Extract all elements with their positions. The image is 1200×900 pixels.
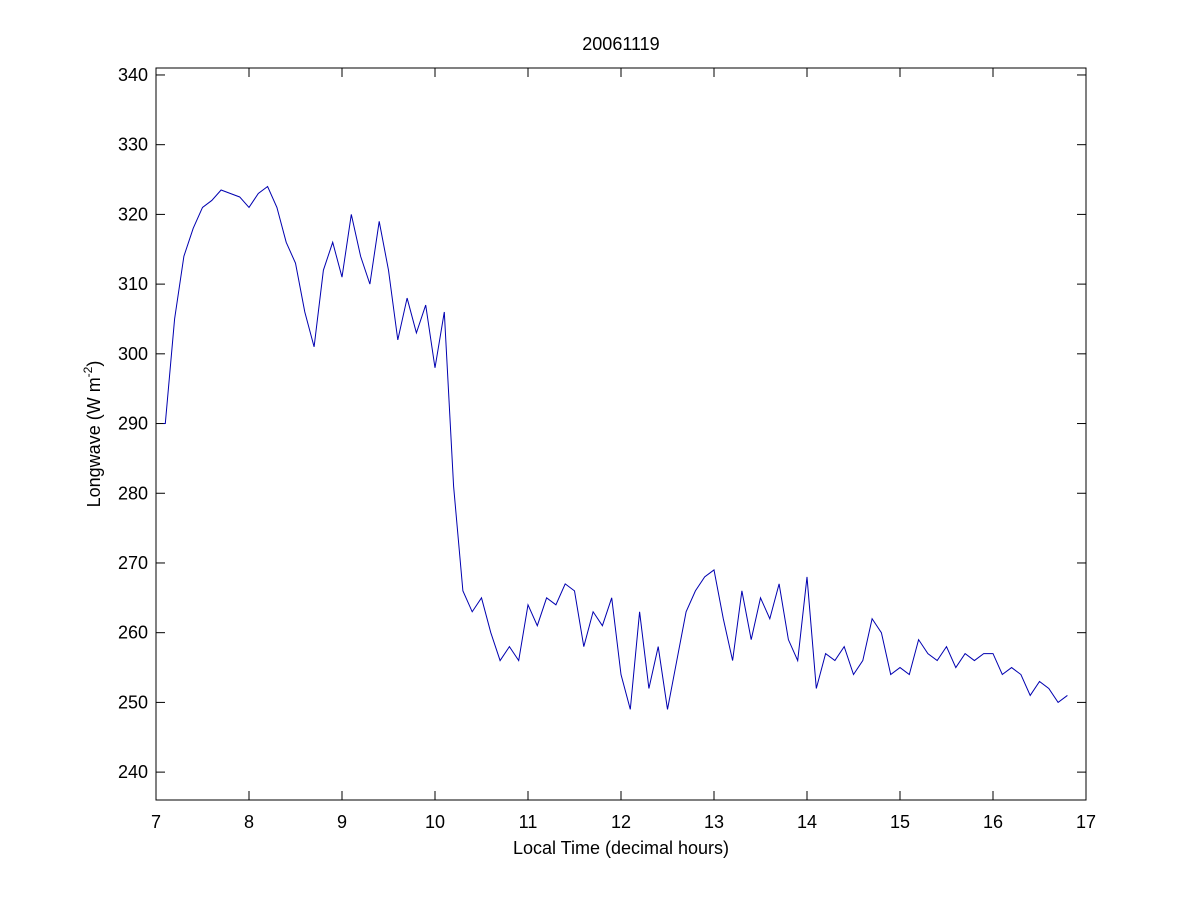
y-label-superscript: -2 [81,366,95,377]
y-tick-label: 260 [118,623,148,643]
x-tick-label: 13 [704,812,724,832]
y-tick-label: 320 [118,204,148,224]
y-tick-label: 240 [118,762,148,782]
y-tick-label: 340 [118,65,148,85]
y-tick-label: 250 [118,692,148,712]
x-tick-label: 8 [244,812,254,832]
chart-title: 20061119 [582,34,659,54]
x-tick-label: 7 [151,812,161,832]
x-tick-label: 15 [890,812,910,832]
y-tick-label: 280 [118,483,148,503]
x-tick-label: 14 [797,812,817,832]
x-axis-label: Local Time (decimal hours) [513,838,729,858]
x-tick-label: 12 [611,812,631,832]
y-tick-label: 290 [118,414,148,434]
y-axis-label: Longwave (W m-2) [81,361,104,508]
x-tick-label: 9 [337,812,347,832]
y-label-text: Longwave (W m [84,377,104,507]
x-tick-label: 17 [1076,812,1096,832]
x-tick-label: 11 [519,812,538,832]
y-label-suffix: ) [84,361,104,367]
y-tick-label: 330 [118,135,148,155]
x-tick-label: 10 [425,812,445,832]
y-tick-label: 310 [118,274,148,294]
data-line [163,185,1068,710]
y-tick-label: 270 [118,553,148,573]
x-tick-label: 16 [983,812,1003,832]
y-tick-label: 300 [118,344,148,364]
